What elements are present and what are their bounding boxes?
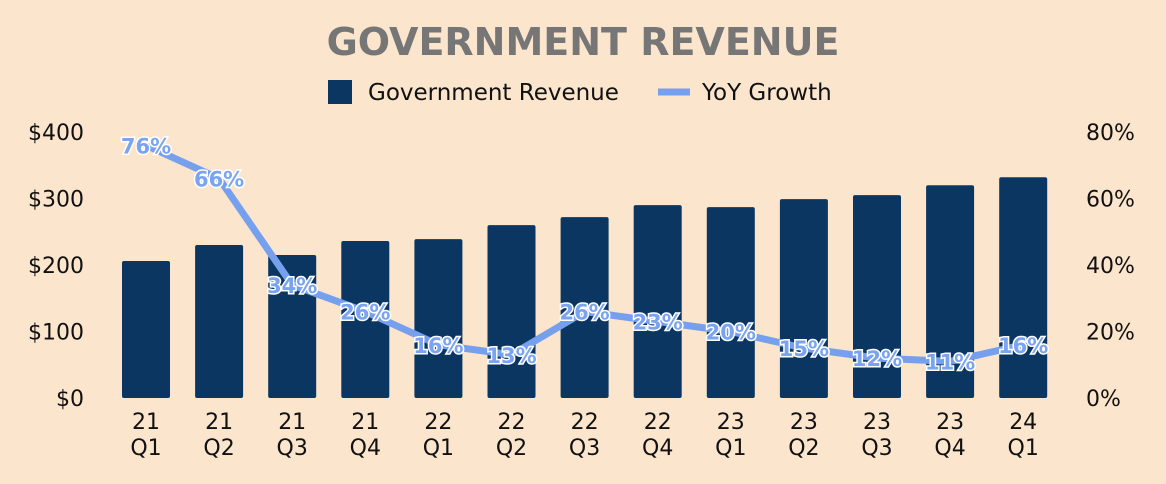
revenue-bar — [195, 245, 244, 398]
x-tick-label-year: 22 — [571, 410, 599, 435]
bar-series — [122, 177, 1048, 398]
x-tick-label-quarter: Q2 — [496, 436, 527, 461]
revenue-bar — [633, 205, 682, 398]
x-tick-label-quarter: Q3 — [277, 436, 308, 461]
revenue-bar — [706, 207, 755, 398]
growth-data-label: 16% — [413, 334, 463, 358]
left-axis-tick-label: $200 — [28, 254, 84, 279]
x-axis: 21Q121Q221Q321Q422Q122Q222Q322Q423Q123Q2… — [130, 410, 1039, 461]
x-tick-label-year: 22 — [498, 410, 526, 435]
left-axis-tick-label: $400 — [28, 121, 84, 146]
x-tick-label-quarter: Q3 — [569, 436, 600, 461]
growth-data-label: 15% — [779, 337, 829, 361]
right-axis-tick-label: 60% — [1086, 188, 1135, 213]
growth-data-label: 66% — [194, 168, 244, 192]
revenue-bar — [853, 195, 901, 398]
legend-swatch-revenue — [328, 80, 352, 104]
growth-data-label: 26% — [340, 301, 390, 325]
x-tick-label-quarter: Q1 — [423, 436, 454, 461]
x-tick-label-year: 21 — [278, 410, 306, 435]
x-tick-label-year: 23 — [717, 410, 745, 435]
x-tick-label-year: 24 — [1009, 410, 1037, 435]
growth-data-label: 12% — [852, 347, 902, 371]
x-tick-label-year: 23 — [936, 410, 964, 435]
x-tick-label-year: 23 — [863, 410, 891, 435]
left-axis-tick-label: $0 — [56, 387, 84, 412]
right-axis-tick-label: 40% — [1086, 254, 1135, 279]
x-tick-label-year: 21 — [351, 410, 379, 435]
growth-data-label: 11% — [925, 350, 975, 374]
revenue-bar — [341, 241, 390, 398]
revenue-bar — [779, 199, 828, 398]
x-tick-label-quarter: Q3 — [861, 436, 892, 461]
x-tick-label-quarter: Q4 — [642, 436, 673, 461]
revenue-bar — [926, 185, 975, 398]
growth-data-label: 76% — [121, 134, 171, 158]
yoy-growth-line — [142, 141, 1027, 365]
growth-data-label: 13% — [486, 344, 536, 368]
revenue-bar — [560, 217, 609, 398]
legend-label-growth: YoY Growth — [701, 80, 832, 106]
x-tick-label-quarter: Q1 — [715, 436, 746, 461]
revenue-bar — [999, 177, 1048, 398]
growth-data-label: 16% — [998, 334, 1048, 358]
right-axis-tick-label: 20% — [1086, 321, 1135, 346]
x-tick-label-quarter: Q2 — [203, 436, 234, 461]
x-tick-label-quarter: Q2 — [788, 436, 819, 461]
x-tick-label-year: 22 — [424, 410, 452, 435]
left-axis-tick-label: $300 — [28, 188, 84, 213]
revenue-bar — [122, 261, 170, 398]
x-tick-label-year: 21 — [132, 410, 160, 435]
growth-data-label: 26% — [559, 301, 609, 325]
x-tick-label-year: 21 — [205, 410, 233, 435]
growth-data-label: 34% — [267, 274, 317, 298]
growth-data-label: 23% — [633, 311, 683, 335]
right-axis: 0% 20% 40% 60% 80% — [1086, 121, 1135, 412]
x-tick-label-year: 22 — [644, 410, 672, 435]
revenue-bar — [414, 239, 463, 398]
right-axis-tick-label: 0% — [1086, 387, 1121, 412]
growth-data-label: 20% — [706, 321, 756, 345]
chart-title: GOVERNMENT REVENUE — [327, 20, 840, 64]
legend-label-revenue: Government Revenue — [368, 80, 619, 106]
left-axis: $0 $100 $200 $300 $400 — [28, 121, 84, 412]
left-axis-tick-label: $100 — [28, 321, 84, 346]
x-tick-label-year: 23 — [790, 410, 818, 435]
legend: Government Revenue YoY Growth — [328, 80, 832, 106]
right-axis-tick-label: 80% — [1086, 121, 1135, 146]
x-tick-label-quarter: Q4 — [934, 436, 965, 461]
growth-data-labels: 76% 66% 34% 26% 16% 13% 26% 23% 20% 15% 12% 11% 16% — [119, 133, 1049, 376]
growth-line-series — [142, 141, 1027, 365]
x-tick-label-quarter: Q4 — [350, 436, 381, 461]
x-tick-label-quarter: Q1 — [130, 436, 161, 461]
x-tick-label-quarter: Q1 — [1008, 436, 1039, 461]
revenue-bar — [487, 225, 536, 398]
